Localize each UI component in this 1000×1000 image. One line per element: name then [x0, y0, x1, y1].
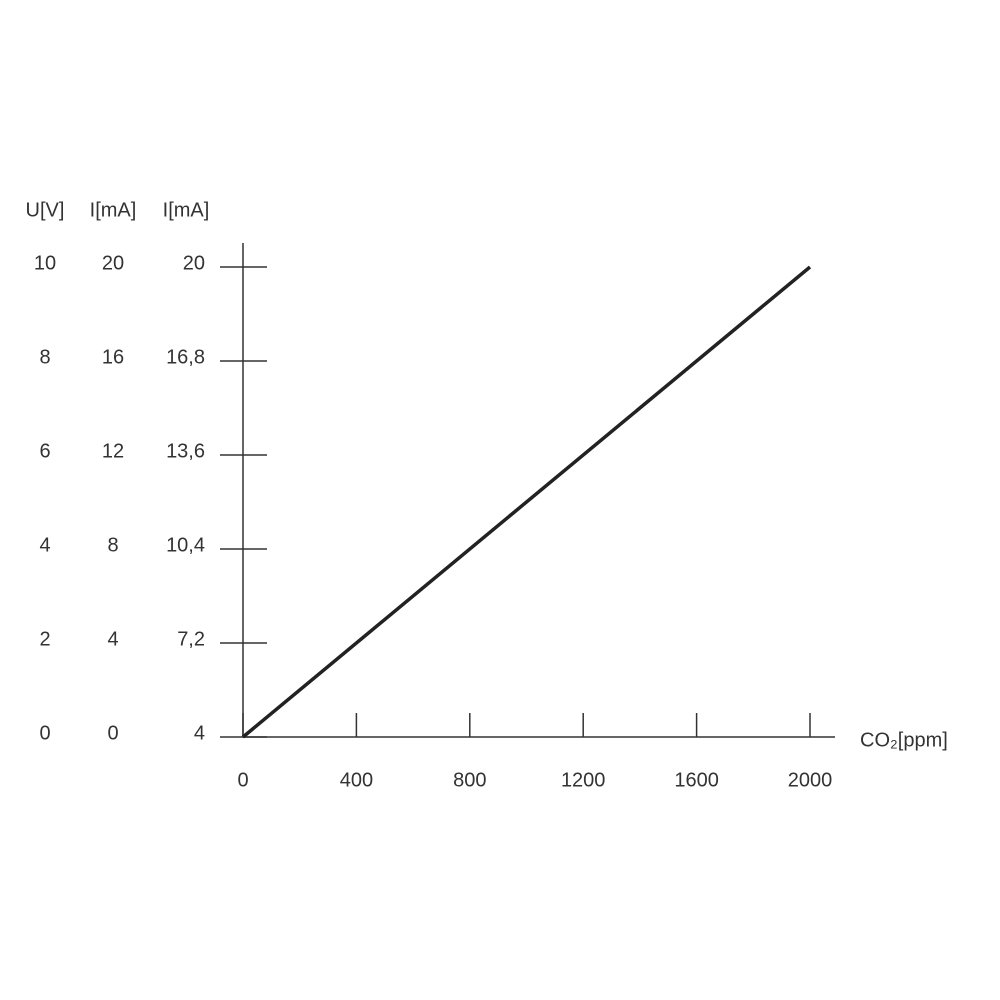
data-line: [241, 265, 812, 739]
y3-axis-label: I[mA]: [163, 199, 210, 221]
y-tick-label: 8: [39, 346, 50, 368]
y-tick-label: 0: [39, 722, 50, 744]
y3-tick-label: 16,8: [166, 346, 205, 368]
y3-tick-label: 13,6: [166, 440, 205, 462]
x-tick-label: 1600: [674, 769, 719, 791]
x-tick-label: 1200: [561, 769, 606, 791]
y-tick-label: 6: [39, 440, 50, 462]
y2-axis-label: I[mA]: [90, 199, 137, 221]
y3-tick-label: 4: [194, 722, 205, 744]
x-axis-label: CO₂[ppm]: [860, 729, 948, 751]
y-tick-label: 2: [39, 628, 50, 650]
y2-tick-label: 12: [102, 440, 124, 462]
y2-tick-label: 16: [102, 346, 124, 368]
y-tick-label: 4: [39, 534, 50, 556]
x-tick-label: 0: [237, 769, 248, 791]
x-tick-label: 2000: [788, 769, 833, 791]
y2-tick-label: 8: [107, 534, 118, 556]
y2-tick-label: 0: [107, 722, 118, 744]
x-tick-label: 800: [453, 769, 486, 791]
y2-tick-label: 4: [107, 628, 118, 650]
y3-tick-label: 10,4: [166, 534, 205, 556]
y-tick-label: 10: [34, 252, 56, 274]
y3-tick-label: 7,2: [177, 628, 205, 650]
x-tick-label: 400: [340, 769, 373, 791]
y2-tick-label: 20: [102, 252, 124, 274]
y3-tick-label: 20: [183, 252, 205, 274]
y-axis-label: U[V]: [26, 199, 65, 221]
